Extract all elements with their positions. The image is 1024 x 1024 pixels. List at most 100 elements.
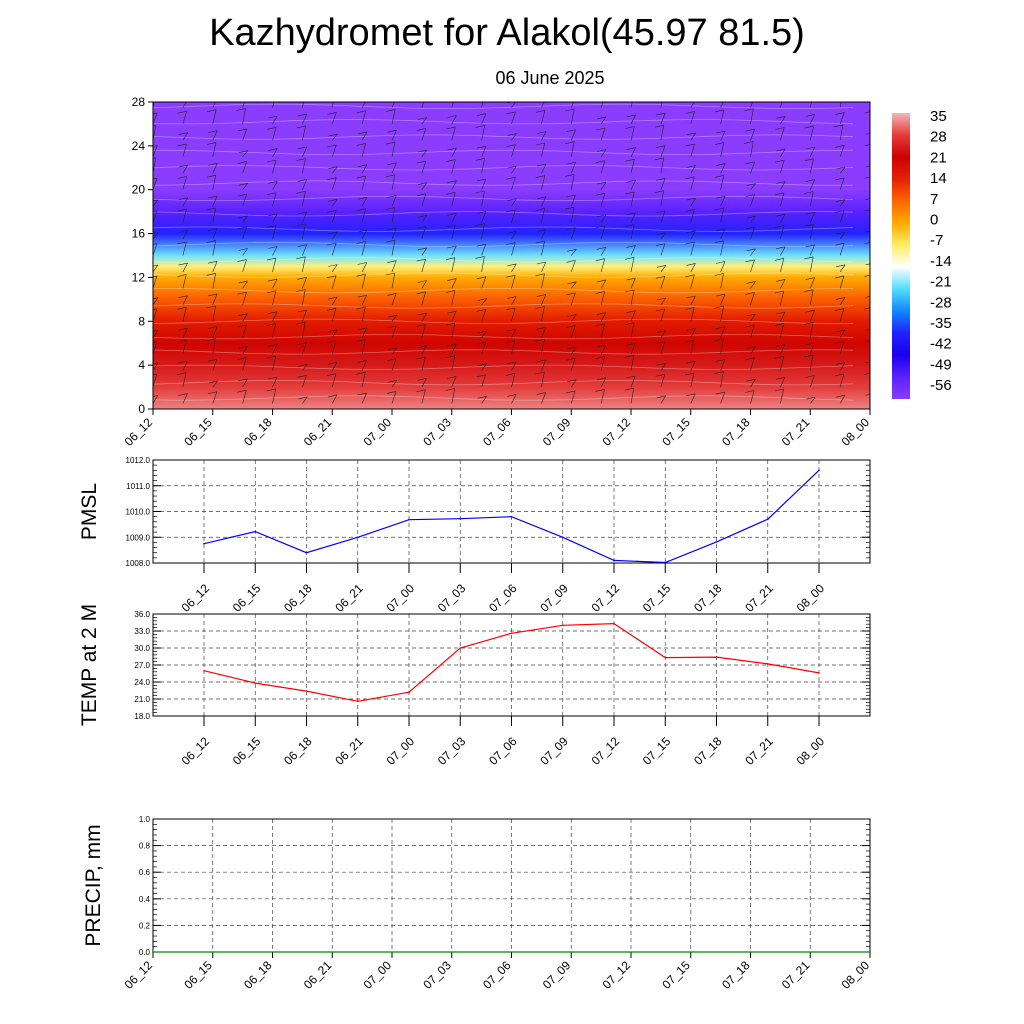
wind-barb	[690, 274, 695, 289]
wind-barb	[511, 133, 517, 141]
wind-barb-flag	[626, 212, 636, 216]
wind-barb	[421, 193, 427, 207]
wind-barb-flag	[656, 362, 666, 366]
wind-barb-flag	[746, 183, 756, 186]
x-tick-label: 07_00	[384, 581, 418, 615]
wind-barb-flag	[238, 183, 248, 186]
wind-barb-flag	[178, 197, 188, 201]
y-tick-label: 33.0	[134, 627, 150, 636]
wind-barb-flag	[686, 360, 696, 364]
pmsl-panel: 1008.0 1009.0 1010.0 1011.0 1012.0 06_12 06_15…	[78, 456, 871, 615]
wind-barb	[630, 147, 636, 157]
wind-barb-flag	[387, 195, 397, 198]
wind-barb	[421, 102, 425, 108]
wind-barb	[869, 402, 870, 404]
wind-barb	[869, 271, 870, 272]
wind-barb-flag	[865, 198, 870, 200]
wind-barb	[331, 275, 337, 289]
wind-barb	[720, 240, 724, 256]
wind-barb-flag	[626, 245, 636, 248]
wind-barb	[511, 111, 516, 125]
wind-barb	[780, 290, 785, 305]
wind-barb	[630, 114, 636, 125]
wind-barb-flag	[178, 262, 188, 266]
wind-barb-flag	[536, 261, 546, 265]
data-point	[664, 561, 667, 564]
wind-barb	[331, 112, 337, 125]
wind-barb-flag	[686, 230, 696, 233]
wind-barb	[361, 295, 367, 305]
wind-barb	[750, 248, 756, 256]
wind-barb-flag	[654, 124, 664, 128]
wind-barb	[660, 374, 665, 388]
wind-barb-flag	[774, 225, 785, 228]
wind-barb	[720, 391, 726, 404]
wind-barb-flag	[566, 162, 576, 165]
wind-barb	[780, 323, 784, 338]
wind-barb	[511, 340, 516, 355]
wind-barb-flag	[864, 111, 870, 114]
wind-barb-flag	[237, 259, 247, 262]
wind-barb-flag	[685, 274, 695, 278]
wind-barb	[869, 337, 870, 338]
data-point	[818, 469, 820, 472]
wind-barb	[690, 176, 695, 190]
heatmap-x-axis: 06_12 06_15 06_18 06_21 07_00 07_03 07_06 07_09…	[122, 409, 872, 449]
wind-barb	[541, 339, 545, 355]
wind-barb	[839, 362, 846, 371]
y-tick-label: 0.2	[139, 921, 151, 930]
wind-barb	[720, 261, 726, 273]
wind-barb-flag	[446, 94, 455, 96]
wind-barb-flag	[507, 102, 513, 104]
wind-barb-flag	[507, 133, 517, 136]
wind-barb	[541, 261, 547, 273]
data-point	[459, 517, 462, 520]
wind-barb-flag	[296, 256, 306, 260]
wind-barb-flag	[153, 124, 156, 126]
wind-barb-flag	[475, 158, 485, 161]
x-tick-label: 07_21	[742, 581, 776, 615]
wind-barb	[541, 306, 545, 322]
wind-barb	[541, 359, 546, 371]
wind-barb	[660, 112, 666, 125]
wind-barb	[809, 212, 815, 223]
wind-barb	[869, 254, 870, 256]
wind-barb	[242, 313, 248, 322]
x-tick-label: 07_18	[691, 581, 725, 615]
wind-barb-flag	[716, 228, 726, 232]
wind-barb	[212, 175, 217, 190]
wind-barb-flag	[297, 277, 307, 280]
wind-barb-flag	[626, 179, 636, 183]
wind-barb	[331, 329, 338, 338]
wind-barb-flag	[385, 207, 395, 210]
wind-barb-flag	[356, 273, 366, 277]
x-tick-label: 07_15	[640, 581, 674, 615]
wind-barb	[302, 125, 306, 141]
wind-barb-flag	[296, 321, 306, 325]
wind-barb	[511, 177, 516, 190]
wind-barb	[690, 393, 696, 404]
wind-barb-flag	[447, 115, 457, 118]
colorbar-label: 0	[930, 212, 938, 229]
wind-barb	[242, 248, 248, 256]
wind-barb	[720, 306, 724, 322]
wind-barb	[660, 297, 667, 306]
wind-barb	[869, 221, 870, 223]
y-tick-label: 24.0	[134, 678, 150, 687]
wind-barb	[690, 295, 696, 305]
wind-barb-flag	[417, 117, 427, 120]
wind-barb-flag	[268, 148, 278, 151]
wind-barb	[600, 345, 607, 355]
wind-barb-flag	[507, 198, 517, 201]
wind-barb	[212, 293, 218, 305]
wind-barb-flag	[153, 112, 158, 115]
wind-barb-flag	[834, 275, 845, 279]
wind-barb	[720, 273, 724, 289]
wind-barb-flag	[833, 124, 843, 128]
wind-barb-flag	[595, 193, 605, 196]
wind-barb-flag	[834, 92, 843, 94]
wind-barb-flag	[536, 163, 547, 167]
wind-barb	[750, 108, 754, 124]
wind-barb	[272, 159, 277, 174]
wind-barb	[630, 343, 636, 355]
